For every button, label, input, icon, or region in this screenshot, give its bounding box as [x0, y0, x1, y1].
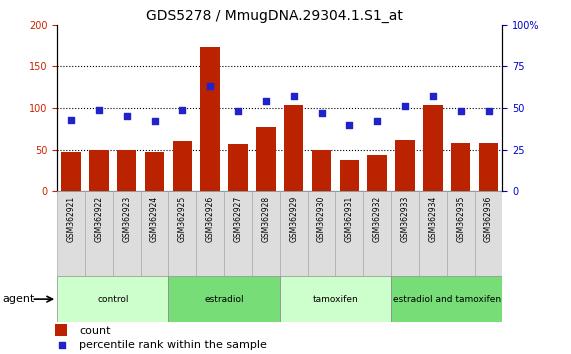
Bar [280, 191, 308, 276]
Text: GDS5278 / MmugDNA.29304.1.S1_at: GDS5278 / MmugDNA.29304.1.S1_at [146, 9, 403, 23]
Text: GSM362922: GSM362922 [94, 195, 103, 241]
Text: GSM362921: GSM362921 [66, 195, 75, 241]
Bar [228, 144, 248, 191]
Point [456, 108, 465, 114]
Bar [423, 105, 443, 191]
Text: GSM362923: GSM362923 [122, 195, 131, 242]
Text: percentile rank within the sample: percentile rank within the sample [79, 340, 267, 350]
Bar [479, 143, 498, 191]
Bar [335, 191, 363, 276]
Bar [140, 191, 168, 276]
Bar [447, 191, 475, 276]
Bar [391, 191, 419, 276]
Text: GSM362927: GSM362927 [234, 195, 243, 242]
Bar [391, 276, 502, 322]
Text: estradiol: estradiol [204, 295, 244, 304]
Text: tamoxifen: tamoxifen [312, 295, 359, 304]
Bar [55, 324, 67, 336]
Bar [340, 160, 359, 191]
Bar [172, 141, 192, 191]
Text: count: count [79, 326, 111, 336]
Bar [196, 191, 224, 276]
Bar [168, 191, 196, 276]
Bar [85, 191, 113, 276]
Text: GSM362924: GSM362924 [150, 195, 159, 242]
Bar [57, 276, 168, 322]
Bar [89, 149, 108, 191]
Bar [224, 191, 252, 276]
Text: GSM362933: GSM362933 [400, 195, 409, 242]
Bar [419, 191, 447, 276]
Text: GSM362926: GSM362926 [206, 195, 215, 242]
Bar [284, 105, 303, 191]
Point [373, 119, 382, 124]
Point [345, 122, 354, 127]
Bar [395, 139, 415, 191]
Bar [117, 149, 136, 191]
Text: GSM362932: GSM362932 [373, 195, 382, 242]
Text: GSM362928: GSM362928 [262, 195, 271, 241]
Bar [145, 152, 164, 191]
Point [206, 84, 215, 89]
Point [150, 119, 159, 124]
Point [178, 107, 187, 113]
Text: agent: agent [3, 294, 35, 304]
Point [484, 108, 493, 114]
Bar [451, 143, 471, 191]
Bar [280, 276, 391, 322]
Text: GSM362935: GSM362935 [456, 195, 465, 242]
Bar [168, 276, 280, 322]
Text: control: control [97, 295, 128, 304]
Text: GSM362930: GSM362930 [317, 195, 326, 242]
Bar [363, 191, 391, 276]
Bar [57, 191, 85, 276]
Text: GSM362936: GSM362936 [484, 195, 493, 242]
Point [428, 93, 437, 99]
Bar [252, 191, 280, 276]
Bar [308, 191, 336, 276]
Text: estradiol and tamoxifen: estradiol and tamoxifen [393, 295, 501, 304]
Point [122, 113, 131, 119]
Point [289, 93, 298, 99]
Bar [61, 152, 81, 191]
Point [58, 342, 67, 348]
Point [234, 108, 243, 114]
Bar [312, 149, 331, 191]
Point [317, 110, 326, 116]
Bar [368, 155, 387, 191]
Text: GSM362931: GSM362931 [345, 195, 354, 242]
Text: GSM362925: GSM362925 [178, 195, 187, 242]
Bar [475, 191, 502, 276]
Point [400, 103, 409, 109]
Text: GSM362929: GSM362929 [289, 195, 298, 242]
Point [94, 107, 103, 113]
Text: GSM362934: GSM362934 [428, 195, 437, 242]
Bar [256, 127, 276, 191]
Bar [200, 47, 220, 191]
Point [262, 98, 271, 104]
Bar [112, 191, 140, 276]
Point [66, 117, 75, 122]
